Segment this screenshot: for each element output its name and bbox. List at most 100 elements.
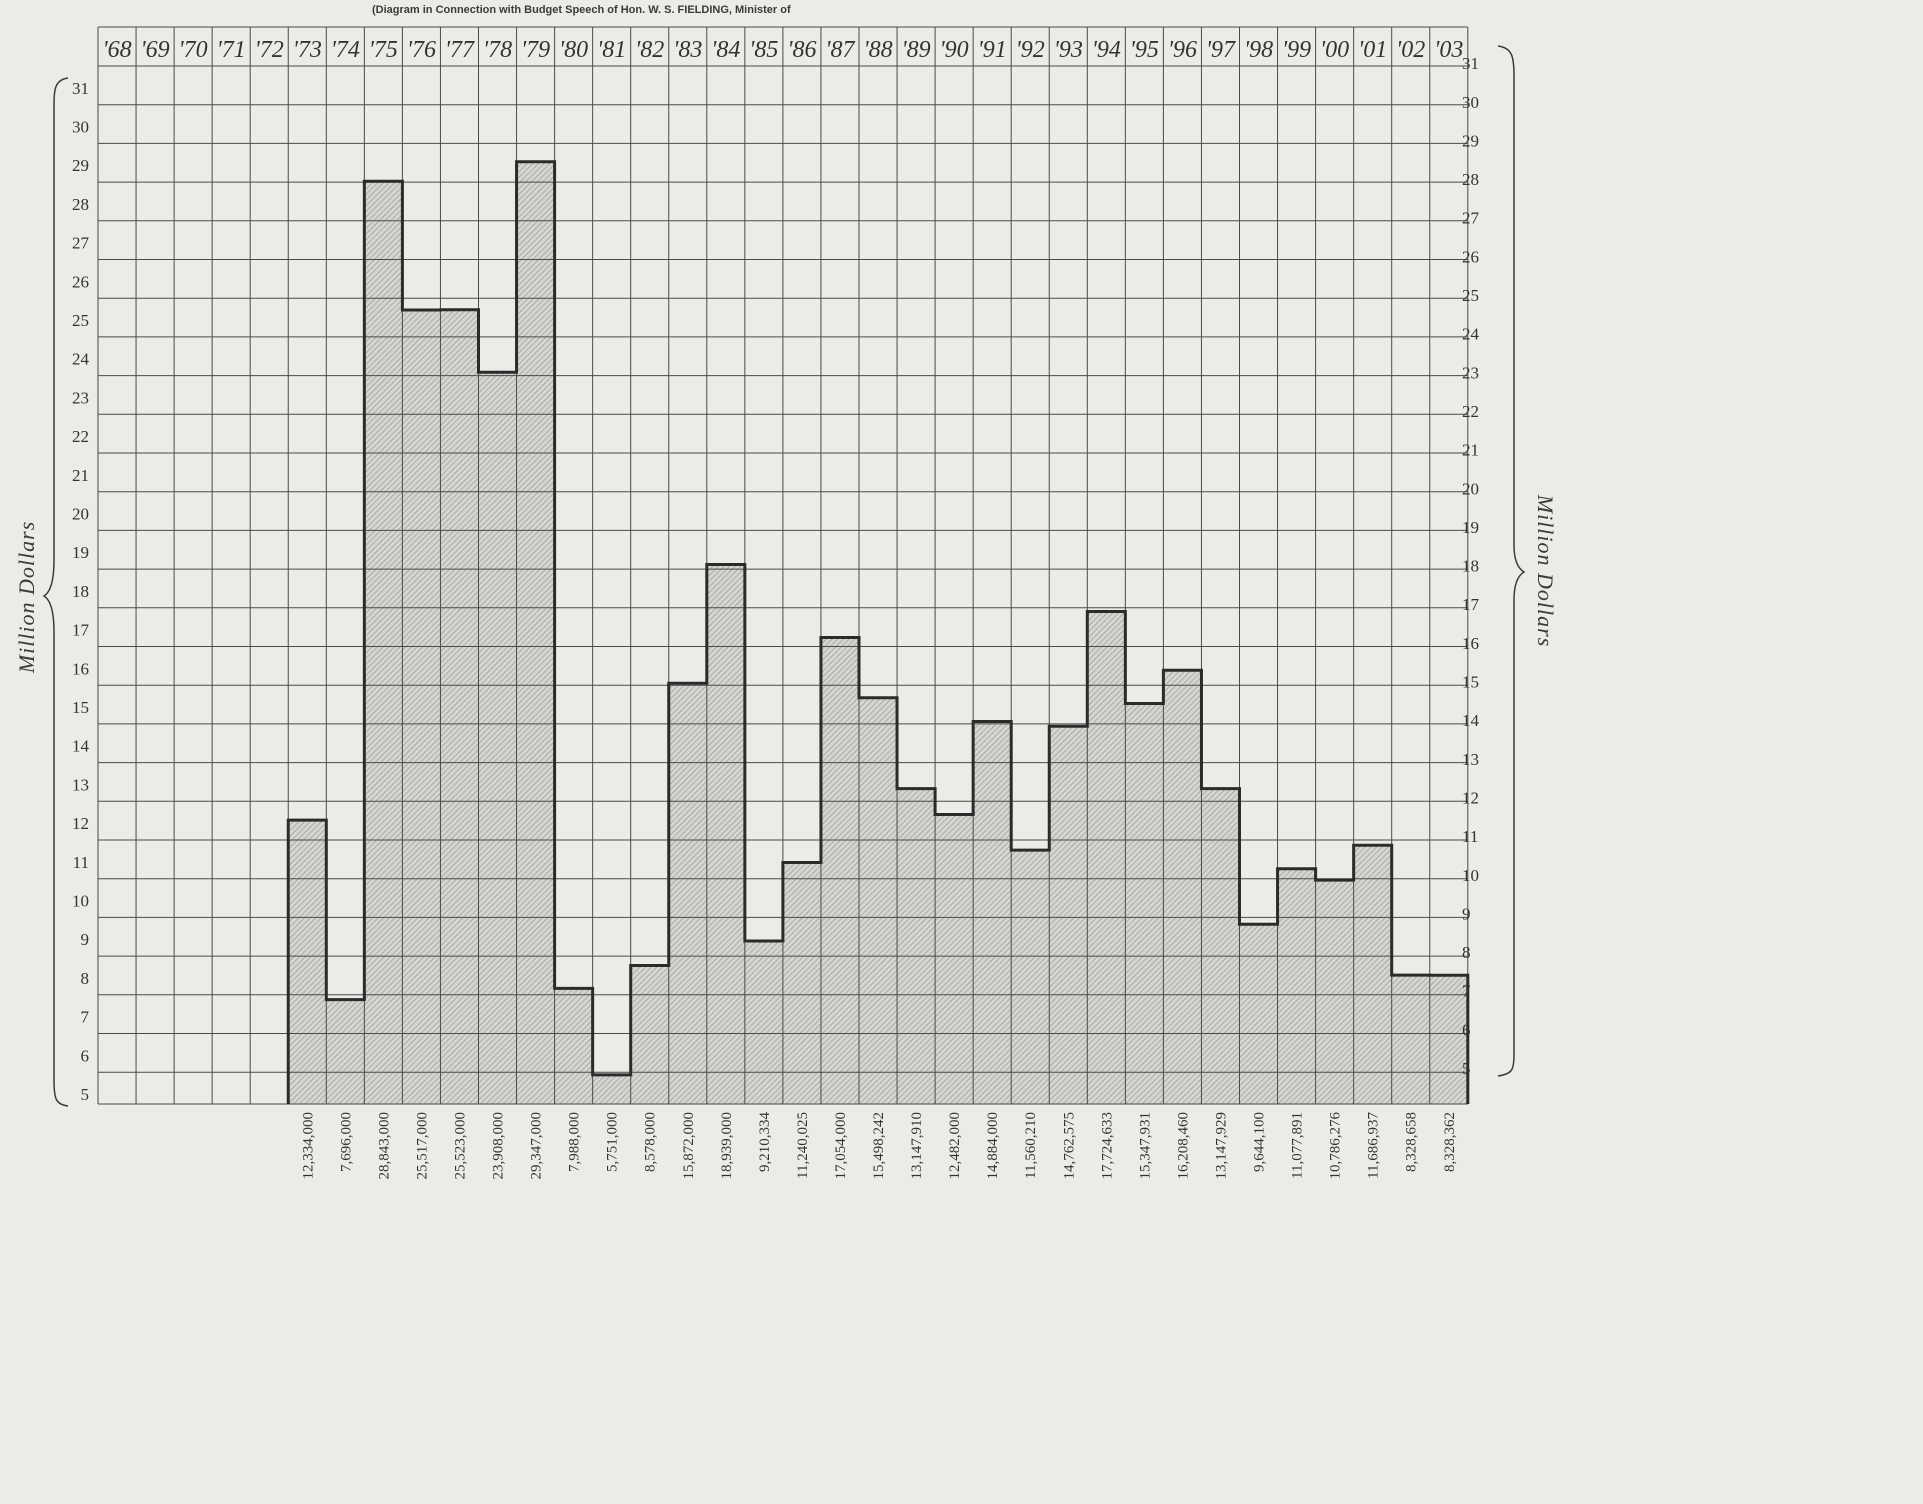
value-label: 29,347,000: [529, 1112, 545, 1180]
right-tick-label: 28: [1462, 170, 1479, 189]
left-tick-label: 13: [72, 775, 89, 794]
right-brace: [1497, 45, 1526, 1077]
bar: [706, 564, 745, 1104]
year-label: '72: [255, 37, 284, 63]
value-label: 7,696,000: [338, 1112, 354, 1172]
year-label: '95: [1130, 37, 1159, 63]
right-tick-label: 23: [1462, 363, 1479, 382]
grid-layer: [97, 26, 1469, 1105]
left-tick-label: 6: [81, 1046, 90, 1065]
value-label: 28,843,000: [376, 1112, 392, 1180]
left-tick-label: 7: [81, 1008, 90, 1027]
left-tick-label: 16: [72, 659, 89, 678]
right-tick-label: 18: [1462, 557, 1479, 576]
bar: [326, 999, 365, 1104]
year-labels: '68 '69 '70 '71 '72 '73 '74 '75 '76 '77 '78 '79 '80 '…: [102, 37, 1463, 63]
year-label: '70: [179, 37, 208, 63]
right-tick-label: 10: [1462, 866, 1479, 885]
year-label: '01: [1358, 37, 1387, 63]
year-label: '91: [978, 37, 1007, 63]
value-label: 14,762,575: [1061, 1112, 1077, 1180]
year-label: '68: [102, 37, 131, 63]
right-tick-label: 6: [1462, 1020, 1471, 1039]
value-label: 8,328,658: [1404, 1112, 1420, 1172]
year-label: '88: [863, 37, 892, 63]
bar: [973, 721, 1012, 1104]
left-tick-label: 28: [72, 195, 89, 214]
year-label: '69: [141, 37, 170, 63]
right-axis-title: Million Dollars: [1533, 494, 1558, 648]
left-tick-label: 22: [72, 427, 89, 446]
year-label: '85: [749, 37, 778, 63]
right-tick-label: 29: [1462, 131, 1479, 150]
left-axis-ticks: 5 6 7 8 9 10 11 12 13 14 15 16 17 18 19 20 21 22 23 24 25 26 2…: [72, 79, 90, 1104]
value-label: 12,334,000: [300, 1112, 316, 1180]
left-tick-label: 26: [72, 272, 89, 291]
right-tick-label: 13: [1462, 750, 1479, 769]
right-tick-label: 15: [1462, 673, 1479, 692]
value-label: 9,210,334: [757, 1112, 773, 1173]
left-tick-label: 15: [72, 698, 89, 717]
bar: [859, 697, 898, 1104]
year-label: '87: [825, 37, 855, 63]
bar: [1277, 868, 1316, 1104]
year-label: '02: [1396, 37, 1425, 63]
bar: [592, 1074, 631, 1104]
left-tick-label: 29: [72, 156, 89, 175]
right-tick-label: 24: [1462, 325, 1480, 344]
right-tick-label: 9: [1462, 904, 1471, 923]
year-label: '86: [787, 37, 816, 63]
year-label: '96: [1168, 37, 1197, 63]
left-tick-label: 27: [72, 234, 90, 253]
bar: [1163, 670, 1202, 1104]
bar: [402, 309, 441, 1105]
value-label: 8,578,000: [643, 1112, 659, 1172]
left-tick-label: 12: [72, 814, 89, 833]
bar: [288, 820, 327, 1104]
right-tick-label: 16: [1462, 634, 1479, 653]
chart: (Diagram in Connection with Budget Speec…: [14, 4, 1558, 1180]
bar: [630, 965, 669, 1104]
left-tick-label: 5: [81, 1085, 90, 1104]
bar: [554, 988, 593, 1104]
value-label: 11,560,210: [1023, 1112, 1039, 1179]
year-label: '74: [331, 37, 360, 63]
value-label: 15,498,242: [871, 1112, 887, 1180]
year-label: '89: [902, 37, 931, 63]
right-tick-label: 27: [1462, 209, 1480, 228]
year-label: '93: [1054, 37, 1083, 63]
left-tick-label: 24: [72, 350, 90, 369]
left-tick-label: 8: [81, 969, 90, 988]
year-label: '79: [521, 37, 550, 63]
year-label: '99: [1282, 37, 1311, 63]
value-label: 13,147,910: [909, 1112, 925, 1180]
right-tick-label: 26: [1462, 247, 1479, 266]
bar: [1011, 850, 1050, 1104]
bar: [1429, 975, 1468, 1104]
value-labels: 12,334,000 7,696,000 28,843,000 25,517,000 2…: [300, 1112, 1458, 1180]
value-label: 11,240,025: [795, 1112, 811, 1179]
bar: [1049, 726, 1088, 1104]
year-label: '76: [407, 37, 436, 63]
bar: [1353, 845, 1392, 1104]
value-label: 9,644,100: [1252, 1112, 1268, 1172]
left-tick-label: 23: [72, 388, 89, 407]
left-axis-title: Million Dollars: [14, 521, 39, 675]
chart-caption: (Diagram in Connection with Budget Speec…: [372, 4, 791, 16]
year-label: '75: [369, 37, 398, 63]
bar: [478, 372, 517, 1105]
right-tick-label: 20: [1462, 479, 1479, 498]
bar: [1125, 703, 1164, 1104]
year-label: '98: [1244, 37, 1273, 63]
value-label: 5,751,000: [605, 1112, 621, 1172]
right-tick-label: 7: [1462, 982, 1471, 1001]
bars-layer: [288, 161, 1468, 1105]
right-tick-label: 11: [1462, 827, 1478, 846]
right-tick-label: 5: [1462, 1059, 1471, 1078]
left-tick-label: 31: [72, 79, 89, 98]
year-label: '97: [1206, 37, 1236, 63]
value-label: 7,988,000: [567, 1112, 583, 1172]
right-tick-label: 30: [1462, 93, 1479, 112]
value-label: 17,054,000: [833, 1112, 849, 1180]
bar: [1315, 880, 1354, 1104]
